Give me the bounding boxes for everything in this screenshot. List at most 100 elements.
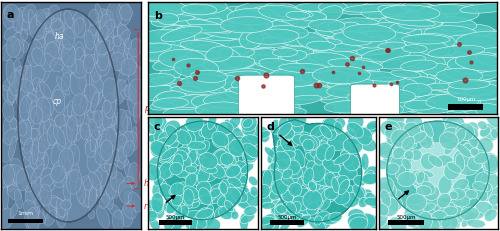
Ellipse shape bbox=[198, 142, 205, 159]
Ellipse shape bbox=[10, 37, 19, 48]
Ellipse shape bbox=[348, 213, 368, 228]
Ellipse shape bbox=[380, 55, 426, 69]
Ellipse shape bbox=[422, 193, 437, 206]
Ellipse shape bbox=[172, 94, 216, 108]
Ellipse shape bbox=[410, 170, 428, 187]
Ellipse shape bbox=[344, 38, 398, 55]
Ellipse shape bbox=[278, 151, 295, 160]
Ellipse shape bbox=[416, 170, 434, 178]
Ellipse shape bbox=[270, 207, 283, 219]
Ellipse shape bbox=[404, 33, 456, 50]
Ellipse shape bbox=[480, 172, 499, 189]
Ellipse shape bbox=[398, 172, 416, 187]
Ellipse shape bbox=[51, 21, 63, 30]
Ellipse shape bbox=[152, 179, 168, 198]
Ellipse shape bbox=[426, 134, 434, 149]
Ellipse shape bbox=[90, 92, 99, 112]
Ellipse shape bbox=[418, 4, 479, 23]
Ellipse shape bbox=[422, 203, 436, 211]
Ellipse shape bbox=[386, 163, 399, 174]
Ellipse shape bbox=[38, 12, 52, 28]
Ellipse shape bbox=[322, 159, 340, 173]
Ellipse shape bbox=[358, 31, 416, 46]
Ellipse shape bbox=[96, 40, 110, 55]
Ellipse shape bbox=[428, 217, 440, 231]
Ellipse shape bbox=[98, 22, 114, 49]
Ellipse shape bbox=[95, 187, 110, 201]
Ellipse shape bbox=[196, 22, 226, 31]
Ellipse shape bbox=[122, 131, 134, 146]
Ellipse shape bbox=[232, 45, 275, 57]
Ellipse shape bbox=[300, 73, 326, 82]
Ellipse shape bbox=[108, 125, 118, 149]
Ellipse shape bbox=[286, 77, 324, 90]
Ellipse shape bbox=[107, 1, 122, 27]
Ellipse shape bbox=[23, 15, 32, 35]
Ellipse shape bbox=[348, 114, 364, 130]
Ellipse shape bbox=[448, 101, 500, 121]
Ellipse shape bbox=[121, 207, 133, 227]
Ellipse shape bbox=[256, 185, 270, 199]
Text: 500μm: 500μm bbox=[396, 215, 415, 220]
Ellipse shape bbox=[218, 193, 234, 207]
Ellipse shape bbox=[314, 127, 328, 143]
Ellipse shape bbox=[232, 136, 251, 154]
Ellipse shape bbox=[280, 46, 314, 57]
Ellipse shape bbox=[362, 1, 406, 13]
Ellipse shape bbox=[228, 143, 244, 156]
Ellipse shape bbox=[185, 115, 204, 131]
Ellipse shape bbox=[416, 185, 432, 196]
Ellipse shape bbox=[70, 69, 86, 96]
Ellipse shape bbox=[220, 163, 226, 170]
Ellipse shape bbox=[462, 58, 500, 76]
Ellipse shape bbox=[68, 48, 80, 71]
Ellipse shape bbox=[288, 173, 303, 187]
Ellipse shape bbox=[340, 137, 351, 151]
Ellipse shape bbox=[266, 176, 276, 184]
Ellipse shape bbox=[190, 70, 228, 82]
Ellipse shape bbox=[343, 138, 362, 154]
Ellipse shape bbox=[326, 82, 382, 97]
Ellipse shape bbox=[456, 123, 474, 141]
Ellipse shape bbox=[472, 182, 488, 191]
Ellipse shape bbox=[406, 194, 427, 211]
Ellipse shape bbox=[450, 189, 466, 200]
Ellipse shape bbox=[44, 42, 59, 66]
Ellipse shape bbox=[398, 0, 423, 14]
Ellipse shape bbox=[224, 119, 240, 132]
Ellipse shape bbox=[36, 97, 51, 121]
Ellipse shape bbox=[474, 83, 500, 93]
Ellipse shape bbox=[356, 127, 372, 145]
Ellipse shape bbox=[158, 13, 178, 25]
Ellipse shape bbox=[16, 7, 30, 29]
Ellipse shape bbox=[348, 75, 374, 89]
Text: 100μm: 100μm bbox=[456, 97, 475, 102]
Ellipse shape bbox=[468, 134, 478, 147]
Ellipse shape bbox=[16, 168, 29, 191]
Ellipse shape bbox=[55, 45, 64, 61]
Ellipse shape bbox=[418, 90, 454, 103]
Ellipse shape bbox=[277, 182, 291, 196]
Ellipse shape bbox=[200, 104, 258, 115]
Ellipse shape bbox=[460, 103, 500, 118]
Ellipse shape bbox=[367, 123, 378, 133]
Ellipse shape bbox=[378, 16, 424, 30]
Ellipse shape bbox=[351, 186, 366, 201]
Ellipse shape bbox=[172, 34, 196, 45]
Ellipse shape bbox=[447, 162, 462, 173]
Ellipse shape bbox=[198, 188, 211, 205]
Ellipse shape bbox=[453, 190, 462, 206]
Ellipse shape bbox=[247, 144, 256, 158]
Ellipse shape bbox=[282, 169, 293, 179]
Ellipse shape bbox=[28, 117, 34, 128]
Ellipse shape bbox=[311, 163, 326, 182]
Ellipse shape bbox=[123, 176, 134, 187]
Ellipse shape bbox=[303, 192, 318, 208]
Ellipse shape bbox=[44, 119, 58, 146]
Ellipse shape bbox=[228, 116, 240, 130]
Ellipse shape bbox=[364, 166, 382, 184]
Ellipse shape bbox=[361, 8, 386, 19]
Ellipse shape bbox=[110, 22, 118, 40]
Ellipse shape bbox=[254, 6, 313, 18]
Ellipse shape bbox=[424, 26, 478, 42]
